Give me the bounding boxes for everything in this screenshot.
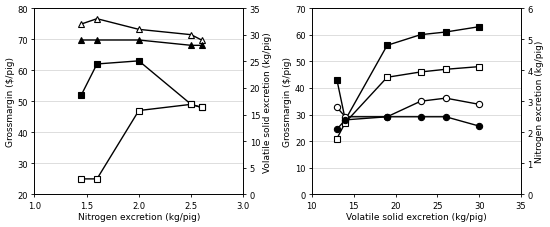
Y-axis label: Grossmargin ($/pig): Grossmargin ($/pig) <box>6 57 14 147</box>
X-axis label: Nitrogen excretion (kg/pig): Nitrogen excretion (kg/pig) <box>78 212 200 222</box>
X-axis label: Volatile solid excretion (kg/pig): Volatile solid excretion (kg/pig) <box>346 212 487 222</box>
Y-axis label: Nitrogen excretion (kg/pig): Nitrogen excretion (kg/pig) <box>536 41 544 163</box>
Y-axis label: Volatile solid excretion (kg/pig): Volatile solid excretion (kg/pig) <box>263 32 272 172</box>
Y-axis label: Grossmargin ($/pig): Grossmargin ($/pig) <box>283 57 292 147</box>
